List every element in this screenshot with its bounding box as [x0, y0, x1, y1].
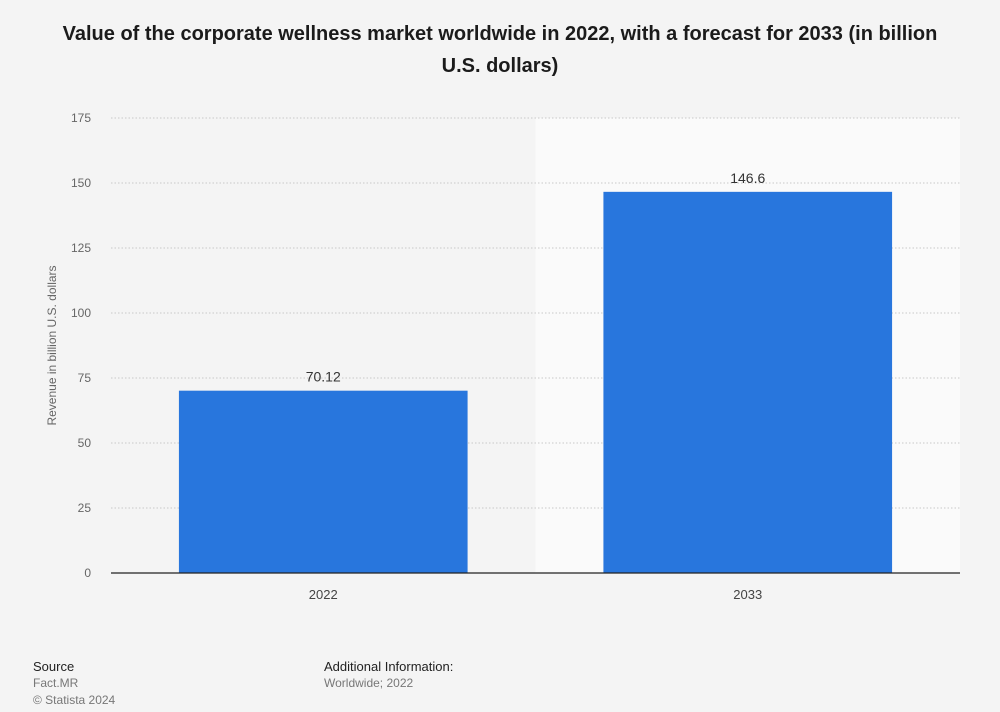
source-name[interactable]: Fact.MR	[33, 676, 79, 690]
y-axis-title: Revenue in billion U.S. dollars	[45, 265, 59, 425]
bar-2033[interactable]	[603, 191, 893, 573]
y-tick-label: 75	[78, 371, 92, 385]
source-heading: Source	[33, 659, 75, 674]
additional-info-block: Additional Information: Worldwide; 2022	[324, 658, 453, 692]
bar-value-label: 146.6	[730, 170, 765, 186]
x-tick-label: 2022	[309, 587, 338, 602]
chart-title: Value of the corporate wellness market w…	[62, 23, 938, 77]
y-tick-label: 25	[78, 501, 92, 515]
x-tick-label: 2033	[733, 587, 762, 602]
bar-value-label: 70.12	[306, 369, 341, 385]
copyright-text: © Statista 2024	[33, 693, 116, 707]
y-tick-label: 150	[71, 176, 91, 190]
y-tick-label: 175	[71, 111, 91, 125]
bar-2022[interactable]	[178, 390, 468, 573]
source-block: Source Fact.MR © Statista 2024	[33, 658, 115, 709]
additional-info-text: Worldwide; 2022	[324, 676, 414, 690]
y-tick-label: 100	[71, 306, 91, 320]
y-tick-label: 125	[71, 241, 91, 255]
additional-info-heading: Additional Information:	[324, 659, 454, 674]
y-tick-label: 50	[78, 436, 92, 450]
y-tick-label: 0	[84, 566, 91, 580]
